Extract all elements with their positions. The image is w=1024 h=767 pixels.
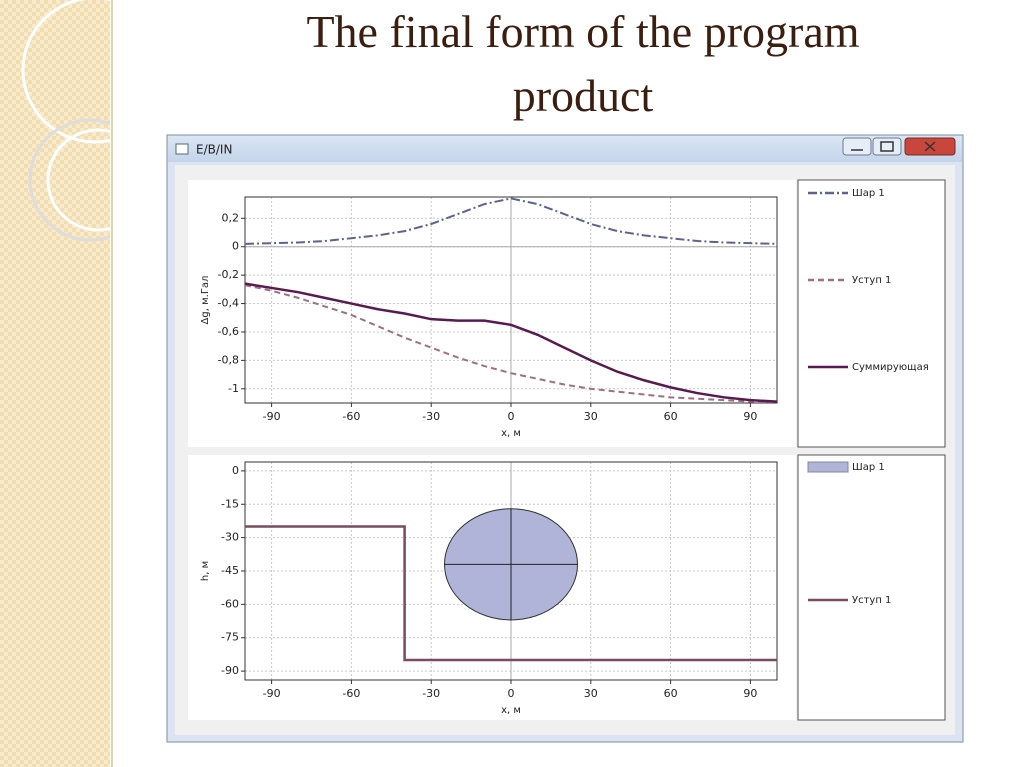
- x-tick-label: -60: [342, 410, 360, 423]
- plot-area: [245, 197, 777, 403]
- plot-frame: [244, 196, 778, 404]
- x-tick-label: 30: [584, 687, 598, 700]
- series-line: [245, 197, 777, 245]
- y-tick-label: -90: [221, 664, 239, 677]
- legend-swatch: [807, 461, 849, 473]
- plot-frame: [244, 461, 778, 681]
- legend-label: Уступ 1: [852, 275, 891, 286]
- plot-area: [245, 508, 777, 662]
- x-tick-label: -30: [422, 410, 440, 423]
- y-tick-label: -60: [221, 597, 239, 610]
- y-axis-label: h, м: [200, 561, 211, 581]
- y-tick-label: -0,6: [218, 325, 239, 338]
- y-tick-label: -0,8: [218, 353, 239, 366]
- y-tick-label: -0,2: [218, 268, 239, 281]
- series-line: [245, 284, 777, 403]
- y-tick-label: -0,4: [218, 297, 239, 310]
- x-tick-label: 0: [508, 687, 515, 700]
- y-tick-label: -45: [221, 564, 239, 577]
- x-tick-label: 60: [664, 410, 678, 423]
- legend-label: Уступ 1: [852, 595, 891, 606]
- slide-title: The final form of the program product: [306, 6, 859, 121]
- x-tick-label: -90: [263, 687, 281, 700]
- legend-label: Шар 1: [852, 462, 885, 473]
- x-tick-label: -30: [422, 687, 440, 700]
- legend-panel: [797, 454, 946, 721]
- minimize-button[interactable]: [842, 137, 872, 156]
- series-line: [245, 282, 777, 403]
- window-title: E/B/IN: [196, 143, 232, 157]
- title-bar: [168, 136, 962, 162]
- legend-panel: [797, 179, 946, 448]
- window-button-icons: [851, 141, 936, 152]
- y-tick-label: -1: [228, 382, 239, 395]
- x-axis-label: x, м: [501, 705, 521, 716]
- y-tick-label: 0: [232, 240, 239, 253]
- y-tick-label: -75: [221, 631, 239, 644]
- window-icon: [175, 143, 189, 155]
- series-line: [245, 525, 777, 662]
- y-tick-label: -15: [221, 497, 239, 510]
- x-tick-label: 60: [664, 687, 678, 700]
- x-axis-label: x, м: [501, 428, 521, 439]
- maximize-button[interactable]: [872, 137, 902, 156]
- chart-panel: [188, 180, 796, 447]
- decor-strip: [0, 0, 110, 767]
- y-axis-label: Δg, м.Гал: [200, 276, 211, 325]
- legend-label: Суммирующая: [852, 362, 929, 373]
- legend-label: Шар 1: [852, 188, 885, 199]
- y-tick-label: 0,2: [222, 211, 240, 224]
- y-tick-label: -30: [221, 531, 239, 544]
- x-tick-label: -90: [263, 410, 281, 423]
- decor-circles: [21, 0, 110, 242]
- x-tick-label: 90: [743, 687, 757, 700]
- x-tick-label: 90: [743, 410, 757, 423]
- x-tick-label: 30: [584, 410, 598, 423]
- x-tick-label: 0: [508, 410, 515, 423]
- x-tick-label: -60: [342, 687, 360, 700]
- y-tick-label: 0: [232, 464, 239, 477]
